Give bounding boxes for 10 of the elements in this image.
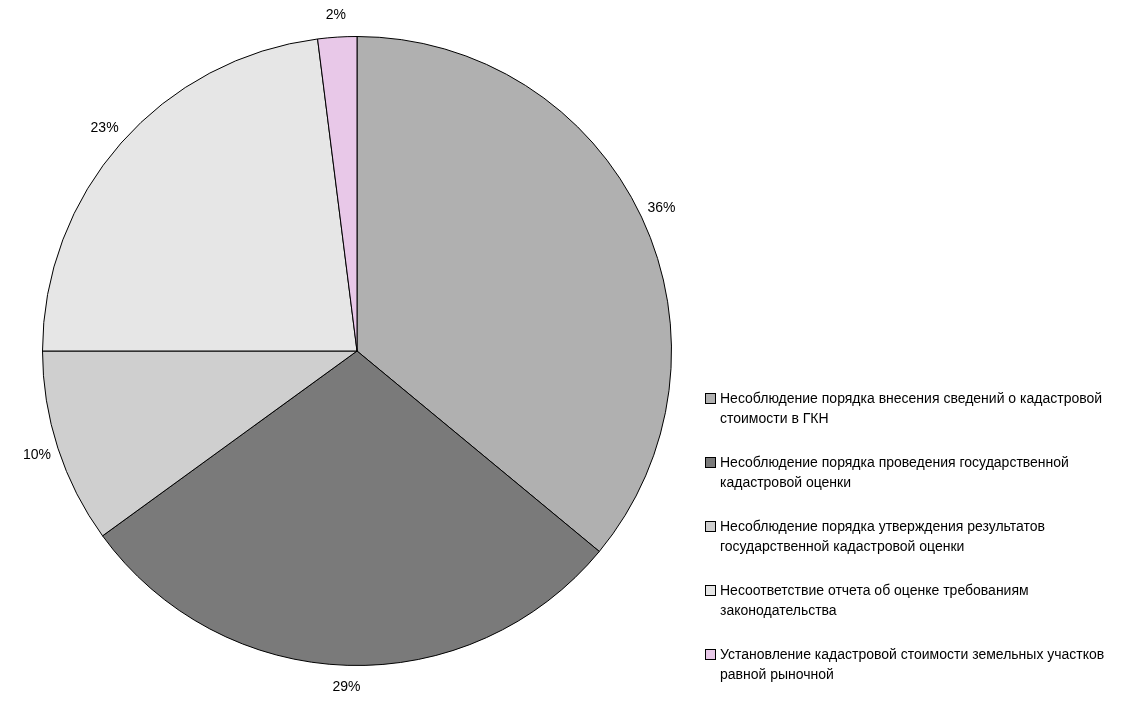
legend-label: Несоблюдение порядка внесения сведений о кадастровой стоимости в ГКН: [720, 389, 1104, 428]
data-label: 2%: [325, 6, 346, 23]
legend-label: Несоблюдение порядка утверждения результатов государственной кадастровой оценки: [720, 517, 1047, 556]
legend-label: Несоответствие отчета об оценке требованиям законодательства: [720, 581, 1030, 620]
data-label: 36%: [647, 198, 676, 215]
legend-label: Несоблюдение порядка проведения государственной кадастровой оценки: [720, 453, 1070, 492]
data-label: 29%: [332, 678, 361, 695]
data-label: 23%: [90, 119, 119, 136]
data-label: 10%: [22, 445, 51, 462]
legend-label: Установление кадастровой стоимости земельных участков равной рыночной: [720, 645, 1106, 684]
